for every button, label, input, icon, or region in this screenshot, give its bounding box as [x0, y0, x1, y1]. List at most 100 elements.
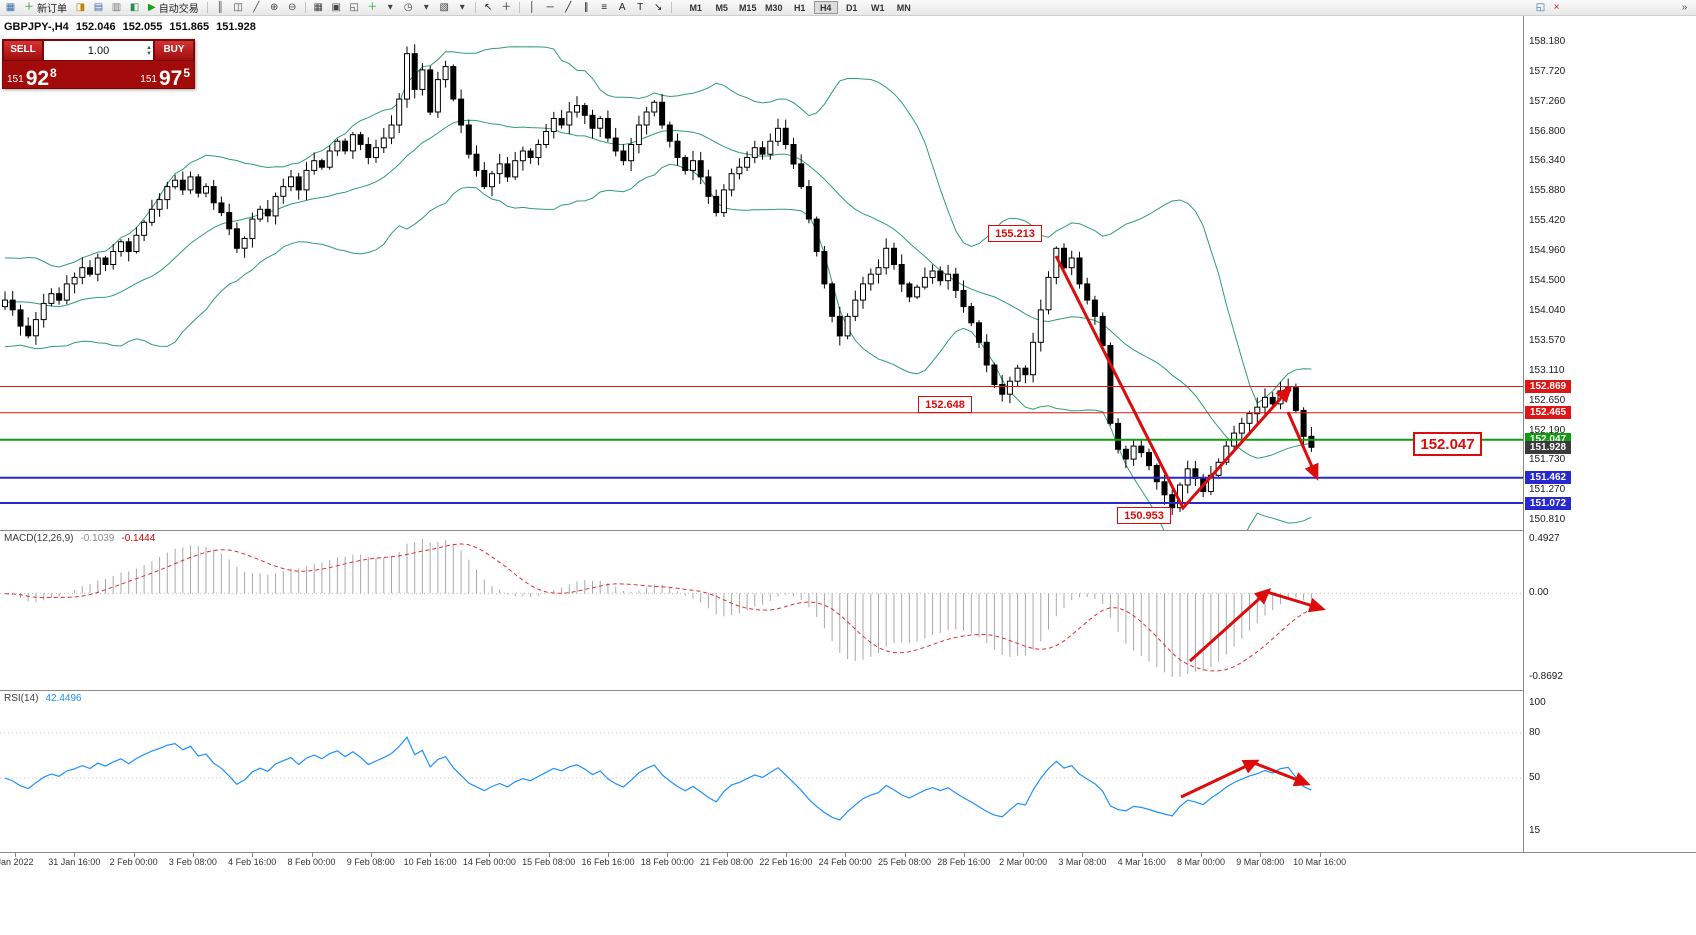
time-axis-label: 9 Feb 08:00 [346, 857, 395, 867]
candlestick-chart-icon[interactable]: ◫ [233, 1, 243, 13]
trend-arrow[interactable] [1266, 590, 1326, 613]
time-axis-tick [311, 853, 313, 857]
bid-prefix: 151 [7, 74, 24, 85]
periods-dropdown-icon[interactable]: ▾ [423, 1, 429, 13]
text-icon[interactable]: A [618, 1, 626, 13]
zoom-out-icon[interactable]: ⊖ [288, 1, 297, 13]
toolbar-overflow-icon[interactable]: » [1681, 1, 1688, 13]
arrows-tool-icon[interactable]: ↘ [654, 1, 663, 13]
fibonacci-icon[interactable]: ≡ [601, 1, 608, 13]
market-watch-icon[interactable]: ▥ [111, 1, 122, 13]
timeframe-m30[interactable]: M30 [764, 2, 783, 13]
trend-arrow[interactable] [1188, 587, 1272, 663]
toolbar: ▦ ＋新订单 ◨ ▤ ▥ ◧ ▶ 自动交易 ║ ◫ ╱ ⊕ ⊖ ▦ ▣ ◱ ＋ ▾ ◷ ▾ ▧ ▾ ↖ ＋ │ ─ ╱ ∥ ≡ A T ↘ M1… [0, 0, 1696, 16]
volume-down-icon[interactable]: ▼ [146, 50, 152, 57]
trend-arrow[interactable] [1054, 255, 1292, 511]
auto-arrange-icon[interactable]: ◱ [349, 1, 359, 13]
timeframe-d1[interactable]: D1 [845, 2, 858, 13]
bar-chart-icon[interactable]: ║ [216, 1, 224, 13]
time-axis-label: 10 Mar 16:00 [1293, 857, 1347, 867]
macd-scale-zero: 0.00 [1529, 587, 1549, 599]
trend-arrow[interactable] [1253, 761, 1311, 787]
navigator-icon[interactable]: ◧ [129, 1, 140, 13]
time-axis-label: 4 Feb 16:00 [228, 857, 277, 867]
rsi-scale-label: 80 [1529, 727, 1541, 738]
main-chart[interactable] [0, 16, 1523, 530]
price-annotation[interactable]: 152.047 [1413, 432, 1482, 456]
volume-up-icon[interactable]: ▲ [146, 44, 152, 51]
macd-signal-line [4, 543, 1312, 672]
time-axis-label: 3 Mar 08:00 [1058, 857, 1107, 867]
profiles-icon[interactable]: ▤ [93, 1, 104, 13]
cascade-windows-icon[interactable]: ▣ [331, 1, 341, 13]
price-axis-label: 151.730 [1529, 454, 1566, 466]
timeframe-h4[interactable]: H4 [813, 1, 838, 14]
time-axis[interactable]: Jan 2022 31 Jan 16:00 2 Feb 00:00 3 Feb 08:… [0, 852, 1696, 870]
price-tag: 152.869 [1525, 380, 1571, 393]
rsi-scale-label: 50 [1529, 772, 1541, 783]
price-axis[interactable]: 158.180 157.720 157.260 156.800 156.340 155.8… [1523, 16, 1696, 852]
panel-splitter[interactable] [0, 530, 1696, 531]
indicators-dropdown-icon[interactable]: ▾ [387, 1, 393, 13]
indicators-icon[interactable]: ＋ [367, 1, 378, 13]
crosshair-icon[interactable]: ＋ [501, 1, 512, 13]
cursor-icon[interactable]: ↖ [484, 1, 493, 13]
time-axis-label: 31 Jan 16:00 [48, 857, 101, 867]
buy-button[interactable]: BUY [154, 40, 194, 61]
sell-button[interactable]: SELL [3, 40, 43, 61]
templates-dropdown-icon[interactable]: ▾ [459, 1, 465, 13]
trendline-icon[interactable]: ╱ [565, 1, 572, 13]
timeframe-h1[interactable]: H1 [793, 2, 806, 13]
timeframe-w1[interactable]: W1 [870, 2, 885, 13]
chart-close-icon[interactable]: × [1553, 1, 1560, 13]
new-order-button[interactable]: ＋新订单 [20, 1, 71, 15]
timeframe-m15[interactable]: M15 [738, 2, 757, 13]
horizontal-line-icon[interactable]: ─ [546, 1, 554, 13]
toolbar-separator [518, 2, 520, 13]
equidistant-channel-icon[interactable]: ∥ [583, 1, 589, 13]
macd-scale-bottom: -0.8692 [1529, 671, 1563, 682]
tile-windows-icon[interactable]: ▦ [313, 1, 323, 13]
price-annotation[interactable]: 152.648 [918, 396, 972, 413]
price-annotation[interactable]: 150.953 [1117, 507, 1171, 524]
timeframe-mn[interactable]: MN [896, 2, 911, 13]
timeframe-m5[interactable]: M5 [715, 2, 728, 13]
time-axis-label: 8 Mar 00:00 [1176, 857, 1226, 867]
price-axis-label: 157.260 [1529, 95, 1566, 107]
bollinger-middle-band [4, 119, 1312, 459]
trend-arrow[interactable] [1286, 411, 1319, 481]
chart-window-icon[interactable]: ▦ [5, 1, 16, 13]
time-axis-label: 16 Feb 16:00 [581, 857, 635, 867]
time-axis-tick [430, 853, 432, 857]
time-axis-tick [963, 853, 965, 857]
auto-trading-button-icon: ▶ [148, 1, 156, 13]
price-axis-label: 154.040 [1529, 304, 1566, 316]
zoom-in-icon[interactable]: ⊕ [270, 1, 279, 13]
price-axis-label: 158.180 [1529, 36, 1566, 47]
vertical-line-icon[interactable]: │ [529, 1, 536, 13]
volume-input[interactable]: 1.00 ▲ ▼ [43, 40, 154, 61]
macd-chart[interactable] [0, 531, 1523, 690]
ask-prefix: 151 [140, 74, 157, 85]
new-order-button-icon: ＋ [24, 1, 34, 13]
ask-price: 151 97 5 [140, 66, 190, 89]
text-label-icon[interactable]: T [637, 1, 644, 13]
chart-restore-icon[interactable]: ◱ [1535, 1, 1546, 13]
bollinger-lower-band [4, 163, 1312, 530]
auto-trading-button[interactable]: ▶ 自动交易 [144, 1, 203, 15]
volume-value: 1.00 [87, 44, 110, 57]
candlestick-series [2, 44, 1315, 515]
templates-icon[interactable]: ▧ [439, 1, 449, 13]
trend-arrow[interactable] [1180, 759, 1260, 799]
timeframe-m1[interactable]: M1 [689, 2, 702, 13]
line-chart-icon[interactable]: ╱ [253, 1, 260, 13]
quote-open: 152.046 [75, 21, 116, 33]
periods-icon[interactable]: ◷ [403, 1, 413, 13]
macd-main-value: -0.1039 [80, 533, 115, 544]
symbol-period-label: GBPJPY-,H4 [4, 21, 69, 33]
charts-icon[interactable]: ◨ [75, 1, 86, 13]
price-annotation[interactable]: 155.213 [988, 225, 1042, 242]
price-axis-label: 157.720 [1529, 65, 1566, 77]
panel-splitter[interactable] [0, 690, 1696, 691]
rsi-chart[interactable] [0, 691, 1523, 852]
